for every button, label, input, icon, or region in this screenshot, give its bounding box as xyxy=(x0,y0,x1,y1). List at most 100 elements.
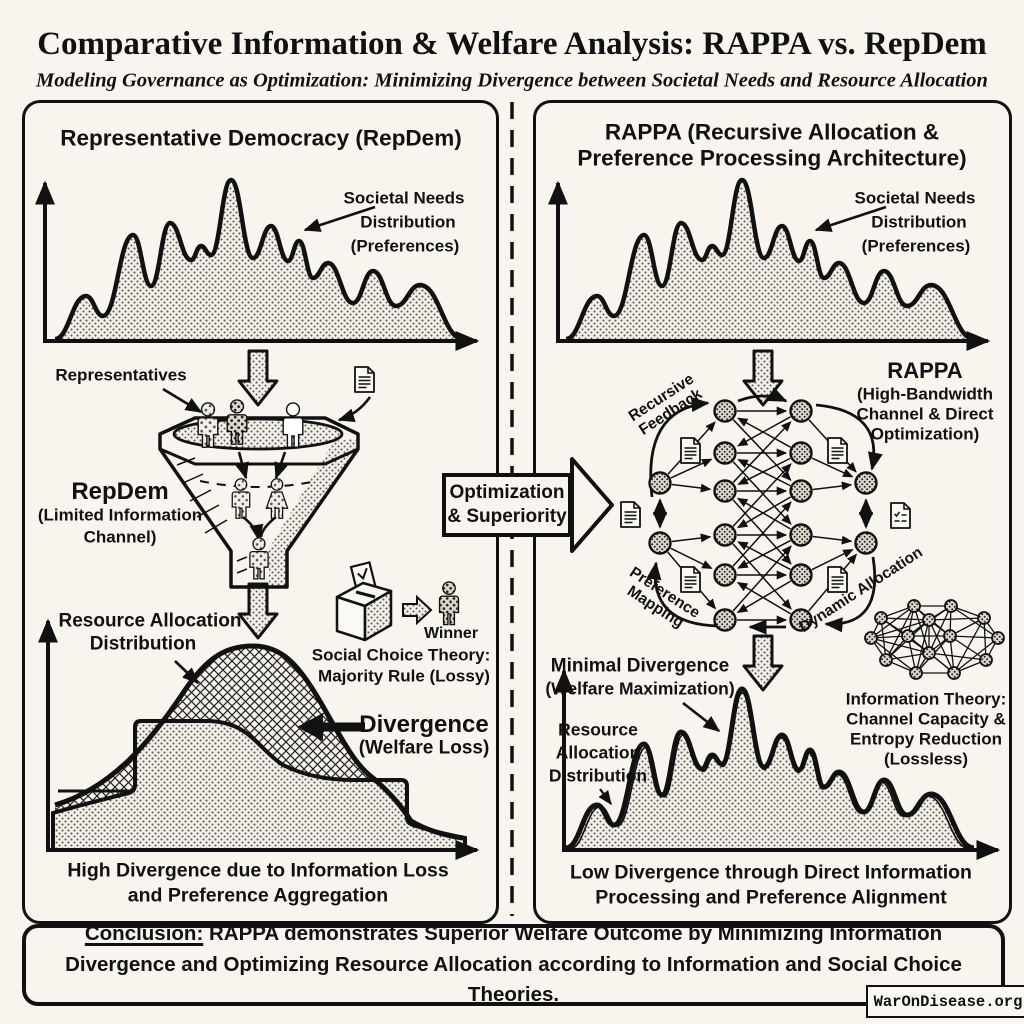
minimal-divergence-arrow xyxy=(682,701,721,733)
mini-network-node xyxy=(979,653,993,667)
resource-annotation-arrow xyxy=(174,660,200,685)
repdem-label-line: (Limited Information xyxy=(37,505,203,525)
network-node xyxy=(713,399,737,423)
mini-network-node xyxy=(947,666,961,680)
down-arrow-icon xyxy=(237,349,279,407)
panel-title-rappa-line: Preference Processing Architecture) xyxy=(577,145,967,171)
information-theory-network-icon xyxy=(864,599,1005,680)
network-node xyxy=(854,531,878,555)
resource-label-line: Allocation xyxy=(555,742,641,763)
network-node xyxy=(789,441,813,465)
panel-title-rappa-line: RAPPA (Recursive Allocation & xyxy=(604,119,940,145)
network-node xyxy=(648,471,672,495)
minimal-divergence-label: Minimal Divergence xyxy=(550,655,730,677)
optimization-label: Optimization xyxy=(449,482,565,504)
resource-label-line: Distribution xyxy=(89,633,197,655)
rappa-caption-line: Processing and Preference Alignment xyxy=(595,886,947,909)
social-choice-line: Majority Rule (Lossy) xyxy=(318,666,490,686)
repdem-panel: Representative Democracy (RepDem) Societ… xyxy=(22,100,499,924)
repdem-allocation-chart xyxy=(38,618,480,860)
network-node xyxy=(713,608,737,632)
mini-network-node xyxy=(922,646,936,660)
delegate-person-icon xyxy=(265,478,289,519)
watermark: WarOnDisease.org xyxy=(866,985,1024,1018)
allocation-curve-line xyxy=(54,643,464,841)
funnel xyxy=(158,399,360,589)
conclusion-box: Conclusion: RAPPA demonstrates Superior … xyxy=(22,922,1005,1006)
mini-network-node xyxy=(991,631,1005,645)
welfare-maximization-label: (Welfare Maximization) xyxy=(545,678,735,699)
mini-network-node xyxy=(864,631,878,645)
superiority-label: & Superiority xyxy=(447,506,567,527)
rappa-allocation-chart xyxy=(554,668,1001,860)
info-theory-line: Entropy Reduction xyxy=(849,729,1003,749)
mini-network-node xyxy=(879,653,893,667)
resource-label-line: Resource Allocation xyxy=(58,610,242,632)
mini-network-node xyxy=(874,611,888,625)
needs-label-line: Societal Needs xyxy=(343,188,465,208)
document-icon xyxy=(827,566,848,593)
repdem-label-line: Channel) xyxy=(83,527,157,547)
network-node xyxy=(713,479,737,503)
page-title: Comparative Information & Welfare Analys… xyxy=(37,25,987,62)
winner-label: Winner xyxy=(423,625,479,643)
conclusion-label: Conclusion: xyxy=(84,921,204,945)
mini-network-node xyxy=(901,629,915,643)
resource-label-line: Resource xyxy=(558,719,638,740)
allocation-curve-fill xyxy=(566,689,974,849)
network-node xyxy=(789,399,813,423)
network-node xyxy=(789,479,813,503)
delegate-person-icon xyxy=(231,478,251,519)
representatives-arrow xyxy=(162,387,203,414)
rappa-label-line: Channel & Direct xyxy=(856,404,994,424)
down-arrow-icon xyxy=(742,634,784,692)
mini-network-node xyxy=(922,613,936,627)
document-icon xyxy=(620,501,641,528)
repdem-label: RepDem xyxy=(71,477,169,505)
mini-network-node xyxy=(909,666,923,680)
repdem-caption-line: and Preference Aggregation xyxy=(127,884,389,907)
needs-label-line: Societal Needs xyxy=(854,188,976,208)
needs-curve-line xyxy=(565,177,975,342)
needs-annotation-arrow xyxy=(814,205,887,232)
document-icon xyxy=(680,437,701,464)
needs-label-line: (Preferences) xyxy=(861,236,971,256)
rappa-label-line: (High-Bandwidth xyxy=(857,384,993,404)
network-node xyxy=(713,563,737,587)
aggregated-person-icon xyxy=(249,537,269,580)
conclusion-text: Conclusion: RAPPA demonstrates Superior … xyxy=(65,921,962,1007)
document-icon xyxy=(827,437,848,464)
needs-curve-fill xyxy=(55,180,463,340)
needs-curve-line xyxy=(54,177,464,342)
needs-reference-line xyxy=(570,692,970,850)
down-arrow-icon xyxy=(237,582,279,640)
resource-label-line: Distribution xyxy=(548,765,648,786)
needs-curve-fill xyxy=(566,180,974,340)
representatives-label: Representatives xyxy=(55,365,187,385)
rappa-caption-line: Low Divergence through Direct Informatio… xyxy=(570,861,972,884)
divergence-arrow-head xyxy=(297,713,323,741)
mini-network-node xyxy=(943,629,957,643)
info-theory-line: Channel Capacity & xyxy=(846,709,1006,729)
rappa-drawing-layer xyxy=(548,177,1005,860)
divergence-label: Divergence xyxy=(359,710,489,738)
network-node xyxy=(713,441,737,465)
rappa-panel: RAPPA (Recursive Allocation & Preference… xyxy=(533,100,1012,924)
optimization-superiority-box: Optimization & Superiority xyxy=(442,473,572,537)
network-node xyxy=(854,471,878,495)
repdem-caption-line: High Divergence due to Information Loss xyxy=(67,859,449,882)
repdem-needs-chart xyxy=(35,177,480,351)
mini-network-node xyxy=(907,599,921,613)
social-choice-line: Social Choice Theory: xyxy=(311,645,491,665)
document-arrow xyxy=(337,396,372,423)
document-icon xyxy=(354,366,375,393)
needs-annotation-arrow xyxy=(303,205,376,232)
page-subtitle: Modeling Governance as Optimization: Min… xyxy=(36,69,988,92)
needs-overlay-fill xyxy=(51,719,467,852)
document-icon xyxy=(680,566,701,593)
mini-network-node xyxy=(944,599,958,613)
rappa-label-line: Optimization) xyxy=(870,424,980,444)
ballot-box-icon xyxy=(335,561,393,642)
repdem-drawing-layer xyxy=(35,177,480,860)
needs-label-line: (Preferences) xyxy=(350,236,460,256)
